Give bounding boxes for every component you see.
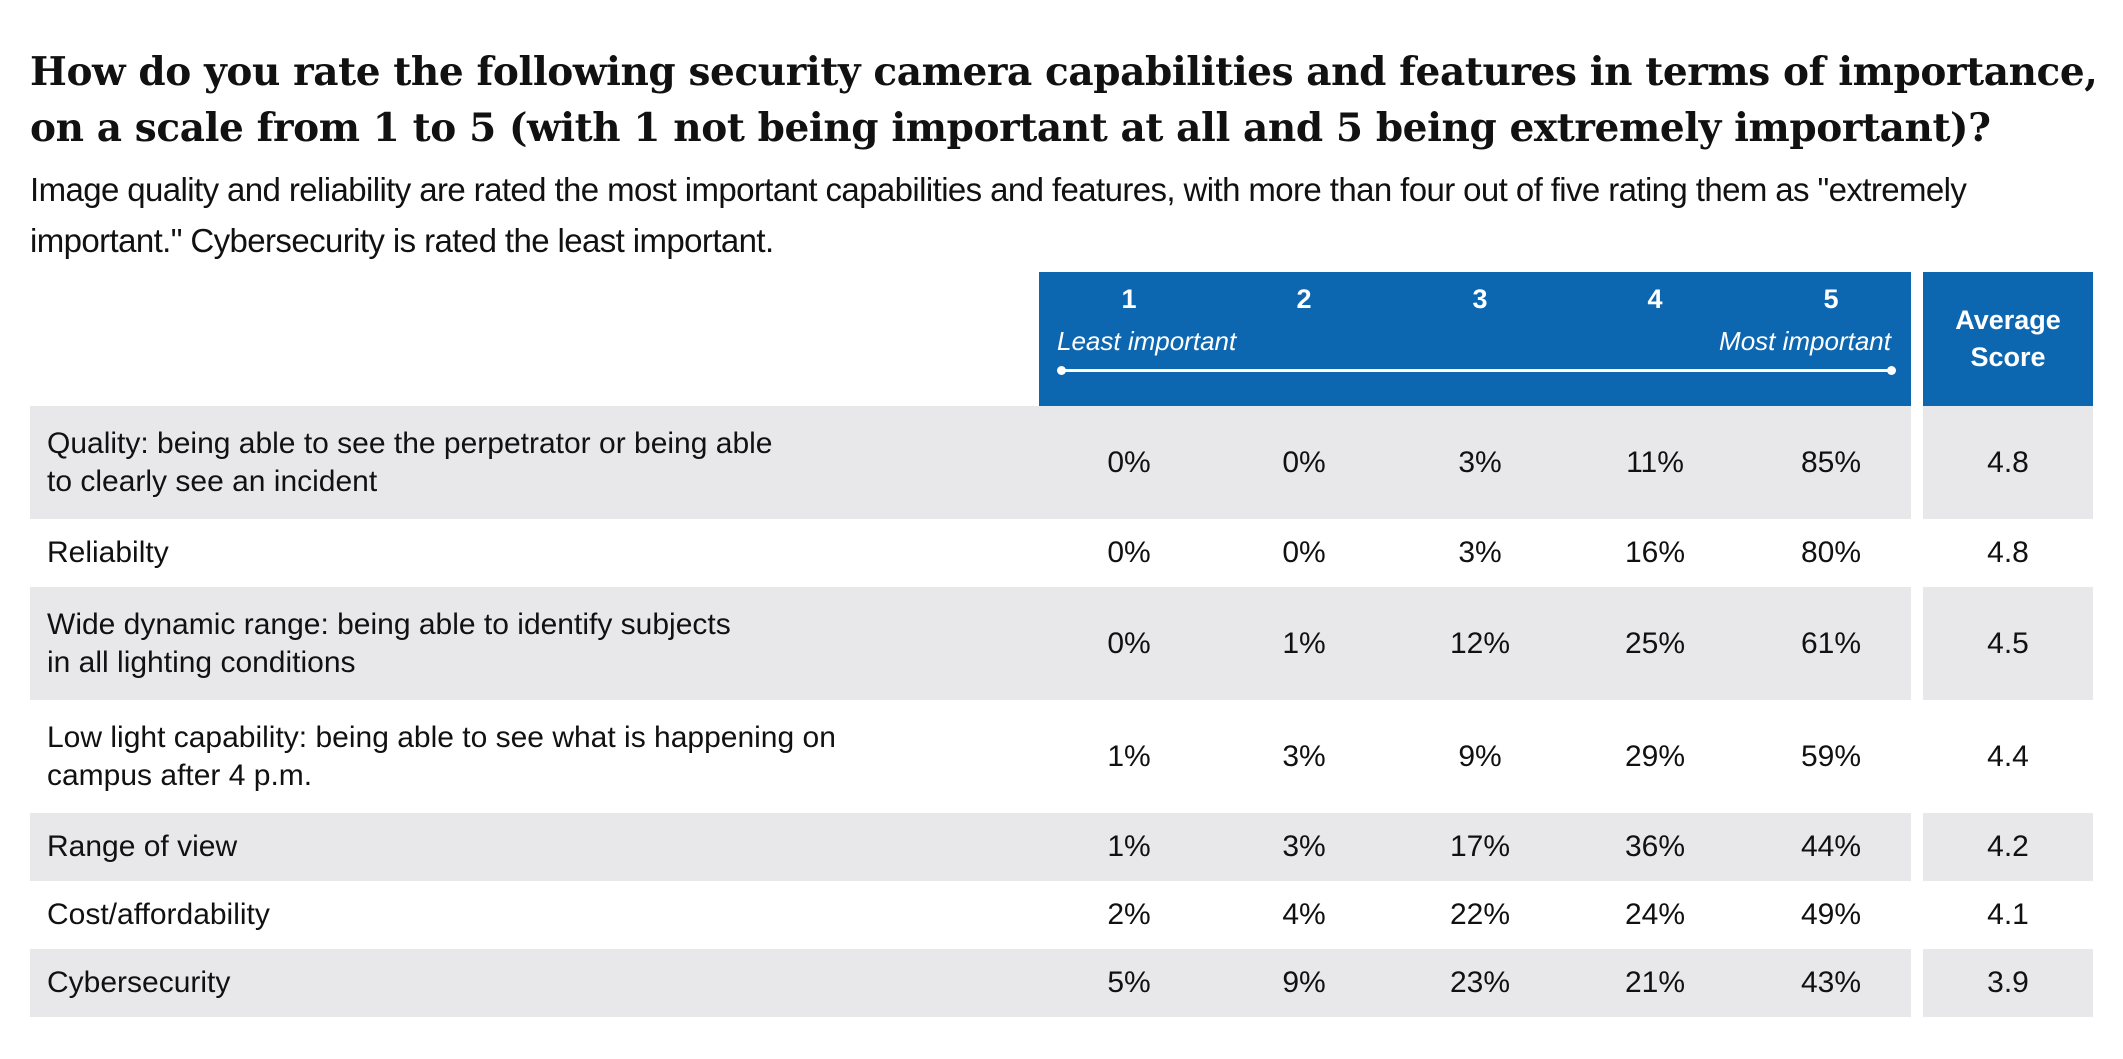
cell-score-4: 11% (1626, 445, 1684, 479)
average-score-header: Average Score (1923, 272, 2093, 406)
cell-score-1: 0% (1107, 445, 1151, 479)
row-label-text: Cybersecurity (47, 966, 231, 999)
cell-score-4: 36% (1624, 830, 1686, 863)
cell-score-3: 23% (1449, 966, 1511, 999)
row-label-text: Wide dynamic range: being able to identi… (47, 607, 731, 679)
cell-average-score: 4.8 (1987, 536, 2029, 569)
cell-score-4: 25% (1624, 626, 1686, 660)
scale-col-1: 1 (1121, 284, 1137, 314)
cell-score-2: 1% (1282, 626, 1326, 660)
cell-score-1: 2% (1107, 898, 1151, 931)
average-header-line2: Score (1970, 342, 2046, 372)
avg-stripe (1923, 813, 2093, 881)
cell-score-2: 0% (1282, 445, 1326, 479)
cell-score-4: 29% (1624, 739, 1686, 773)
row-label: Cybersecurity (47, 949, 947, 1017)
row-label: Quality: being able to see the perpetrat… (47, 406, 947, 519)
cell-average-score: 4.1 (1987, 898, 2029, 931)
cell-score-1: 1% (1107, 830, 1151, 863)
cell-score-2: 4% (1282, 898, 1326, 931)
cell-score-1: 0% (1107, 536, 1151, 569)
cell-score-4: 24% (1624, 898, 1686, 931)
scale-col-2: 2 (1296, 284, 1312, 314)
cell-score-3: 3% (1458, 536, 1502, 569)
cell-score-5: 59% (1800, 739, 1862, 773)
row-label-text: Quality: being able to see the perpetrat… (47, 426, 773, 498)
cell-score-3: 3% (1458, 445, 1502, 479)
cell-average-score: 4.2 (1987, 830, 2029, 863)
cell-score-5: 44% (1800, 830, 1862, 863)
cell-score-3: 17% (1449, 830, 1511, 863)
scale-col-5: 5 (1823, 284, 1839, 314)
cell-score-5: 49% (1800, 898, 1862, 931)
scale-col-4: 4 (1647, 284, 1663, 314)
cell-score-2: 3% (1282, 830, 1326, 863)
cell-average-score: 4.4 (1987, 739, 2029, 773)
avg-stripe (1923, 949, 2093, 1017)
row-label-text: Range of view (47, 830, 238, 863)
cell-score-2: 9% (1282, 966, 1326, 999)
cell-score-1: 5% (1107, 966, 1151, 999)
row-stripe (30, 587, 1911, 700)
row-label: Reliabilty (47, 519, 947, 587)
cell-score-3: 22% (1449, 898, 1511, 931)
row-label: Cost/affordability (47, 881, 947, 949)
cell-score-5: 61% (1800, 626, 1862, 660)
avg-stripe (1923, 406, 2093, 519)
avg-stripe (1923, 587, 2093, 700)
cell-score-2: 0% (1282, 536, 1326, 569)
chart-subtitle: Image quality and reliability are rated … (30, 171, 1967, 259)
average-header-line1: Average (1955, 305, 2061, 335)
scale-col-3: 3 (1472, 284, 1488, 314)
cell-score-1: 0% (1107, 626, 1151, 660)
cell-score-5: 80% (1800, 536, 1862, 569)
cell-score-3: 9% (1458, 739, 1502, 773)
row-stripe (30, 406, 1911, 519)
row-stripe (30, 813, 1911, 881)
row-label-text: Cost/affordability (47, 898, 270, 931)
cell-average-score: 4.5 (1987, 626, 2029, 660)
row-label-text: Low light capability: being able to see … (47, 720, 836, 792)
scale-axis-start-dot (1057, 366, 1066, 375)
cell-score-5: 43% (1800, 966, 1862, 999)
scale-low-label: Least important (1057, 326, 1237, 356)
cell-average-score: 4.8 (1987, 445, 2029, 479)
cell-score-4: 21% (1624, 966, 1686, 999)
scale-header-band (1039, 272, 1911, 406)
cell-score-3: 12% (1449, 626, 1511, 660)
cell-score-2: 3% (1282, 739, 1326, 773)
chart-title: How do you rate the following security c… (30, 49, 2098, 151)
cell-average-score: 3.9 (1987, 966, 2029, 999)
cell-score-1: 1% (1107, 739, 1151, 773)
scale-axis-line (1061, 369, 1891, 372)
row-label: Range of view (47, 813, 947, 881)
row-stripe (30, 949, 1911, 1017)
row-label: Wide dynamic range: being able to identi… (47, 587, 947, 700)
scale-high-label: Most important (1719, 326, 1891, 356)
cell-score-4: 16% (1624, 536, 1686, 569)
cell-score-5: 85% (1800, 445, 1862, 479)
row-label-text: Reliabilty (47, 536, 169, 569)
scale-axis-end-dot (1887, 366, 1896, 375)
row-label: Low light capability: being able to see … (47, 700, 947, 813)
